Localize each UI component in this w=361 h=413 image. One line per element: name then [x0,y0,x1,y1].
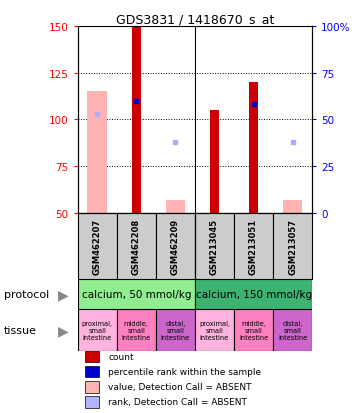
Bar [234,213,273,280]
Bar [87,92,107,213]
Bar [166,200,185,213]
Bar [84,351,99,363]
Bar [283,200,303,213]
Bar [84,366,99,377]
Text: value, Detection Call = ABSENT: value, Detection Call = ABSENT [108,382,252,391]
Text: distal,
small
intestine: distal, small intestine [278,320,307,340]
Text: ▶: ▶ [58,323,69,337]
Text: rank, Detection Call = ABSENT: rank, Detection Call = ABSENT [108,397,247,406]
Text: GSM462207: GSM462207 [93,218,102,275]
Bar [84,381,99,393]
Bar [156,309,195,351]
Text: percentile rank within the sample: percentile rank within the sample [108,367,261,376]
Bar [210,111,219,213]
Text: distal,
small
intestine: distal, small intestine [161,320,190,340]
Text: ▶: ▶ [58,287,69,301]
Bar [78,309,117,351]
Text: middle,
small
intestine: middle, small intestine [122,320,151,340]
Text: GSM462209: GSM462209 [171,218,180,275]
Bar [117,213,156,280]
Bar [195,280,312,309]
Bar [234,309,273,351]
Bar [195,213,234,280]
Text: GSM213057: GSM213057 [288,218,297,274]
Bar [78,280,195,309]
Text: GSM213051: GSM213051 [249,218,258,275]
Bar [84,396,99,408]
Text: tissue: tissue [4,325,36,335]
Text: GSM462208: GSM462208 [132,218,141,275]
Text: GSM213045: GSM213045 [210,218,219,275]
Text: protocol: protocol [4,290,49,299]
Bar [273,213,312,280]
Bar [117,309,156,351]
Text: calcium, 50 mmol/kg: calcium, 50 mmol/kg [82,290,191,299]
Bar [78,213,117,280]
Text: proximal,
small
intestine: proximal, small intestine [82,320,113,340]
Bar [273,309,312,351]
Bar [195,309,234,351]
Text: calcium, 150 mmol/kg: calcium, 150 mmol/kg [196,290,312,299]
Title: GDS3831 / 1418670_s_at: GDS3831 / 1418670_s_at [116,13,274,26]
Bar [156,213,195,280]
Text: middle,
small
intestine: middle, small intestine [239,320,268,340]
Text: count: count [108,352,134,361]
Bar [132,27,140,213]
Bar [249,83,258,213]
Text: proximal,
small
intestine: proximal, small intestine [199,320,230,340]
